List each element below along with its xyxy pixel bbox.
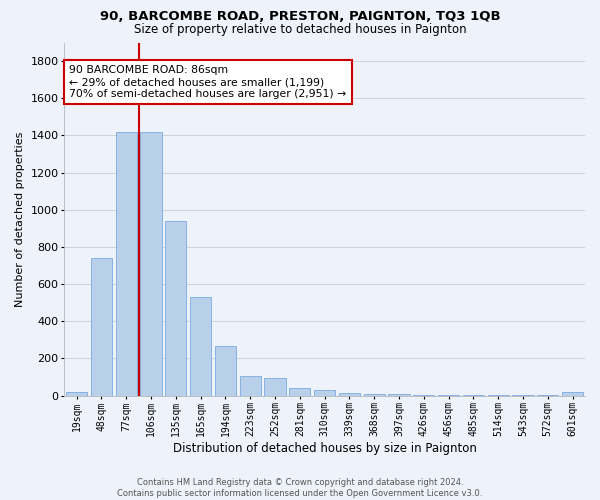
Text: Contains HM Land Registry data © Crown copyright and database right 2024.
Contai: Contains HM Land Registry data © Crown c…	[118, 478, 482, 498]
Bar	[165, 222, 187, 396]
Bar	[463, 394, 484, 396]
Bar	[388, 394, 410, 396]
Bar	[116, 132, 137, 396]
Bar	[438, 394, 459, 396]
Bar	[66, 392, 87, 396]
Bar	[140, 132, 161, 396]
Bar	[339, 393, 360, 396]
Y-axis label: Number of detached properties: Number of detached properties	[15, 132, 25, 307]
Bar	[488, 394, 509, 396]
Bar	[239, 376, 261, 396]
Bar	[265, 378, 286, 396]
Bar	[364, 394, 385, 396]
Bar	[314, 390, 335, 396]
Text: Size of property relative to detached houses in Paignton: Size of property relative to detached ho…	[134, 22, 466, 36]
Bar	[562, 392, 583, 396]
Text: 90, BARCOMBE ROAD, PRESTON, PAIGNTON, TQ3 1QB: 90, BARCOMBE ROAD, PRESTON, PAIGNTON, TQ…	[100, 10, 500, 23]
Bar	[215, 346, 236, 396]
Bar	[537, 394, 559, 396]
X-axis label: Distribution of detached houses by size in Paignton: Distribution of detached houses by size …	[173, 442, 476, 455]
Bar	[289, 388, 310, 396]
Bar	[413, 394, 434, 396]
Bar	[190, 297, 211, 396]
Bar	[91, 258, 112, 396]
Text: 90 BARCOMBE ROAD: 86sqm
← 29% of detached houses are smaller (1,199)
70% of semi: 90 BARCOMBE ROAD: 86sqm ← 29% of detache…	[70, 66, 347, 98]
Bar	[512, 394, 533, 396]
